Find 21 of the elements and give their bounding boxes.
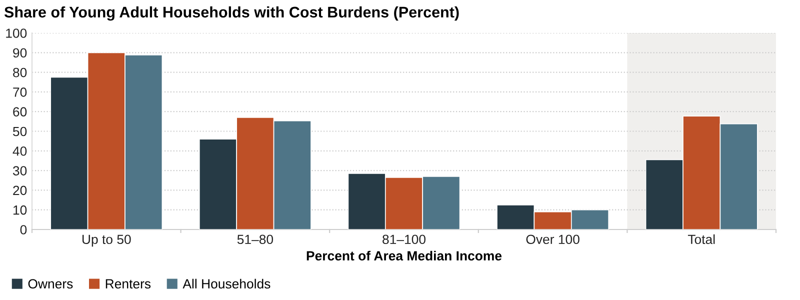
y-tick-label: 90 [13,48,27,58]
y-tick-label: 100 [6,28,27,38]
y-tick-label: 0 [20,225,27,234]
y-tick-label: 20 [13,186,27,196]
y-tick-label: 80 [13,68,27,78]
y-tick-label: 30 [12,166,27,176]
x-axis-title: Percent of Area Median Income [306,250,502,261]
legend-label: Owners [28,279,73,289]
y-tick-label: 70 [13,88,27,97]
y-tick-label: 60 [13,107,27,117]
chart-title: Share of Young Adult Households with Cost Burdens (Percent) [4,6,459,21]
x-tick-label: Over 100 [526,234,580,244]
x-tick-label: Total [688,234,715,244]
x-tick-label: Up to 50 [82,234,131,247]
y-tick-label: 10 [13,205,27,215]
legend-label: All Households [182,278,270,289]
x-tick-label: 81–100 [382,234,426,244]
legend-label: Renters [106,279,151,289]
y-tick-label: 50 [12,126,27,136]
y-tick-label: 40 [12,146,27,156]
x-tick-label: 51–80 [237,234,274,244]
